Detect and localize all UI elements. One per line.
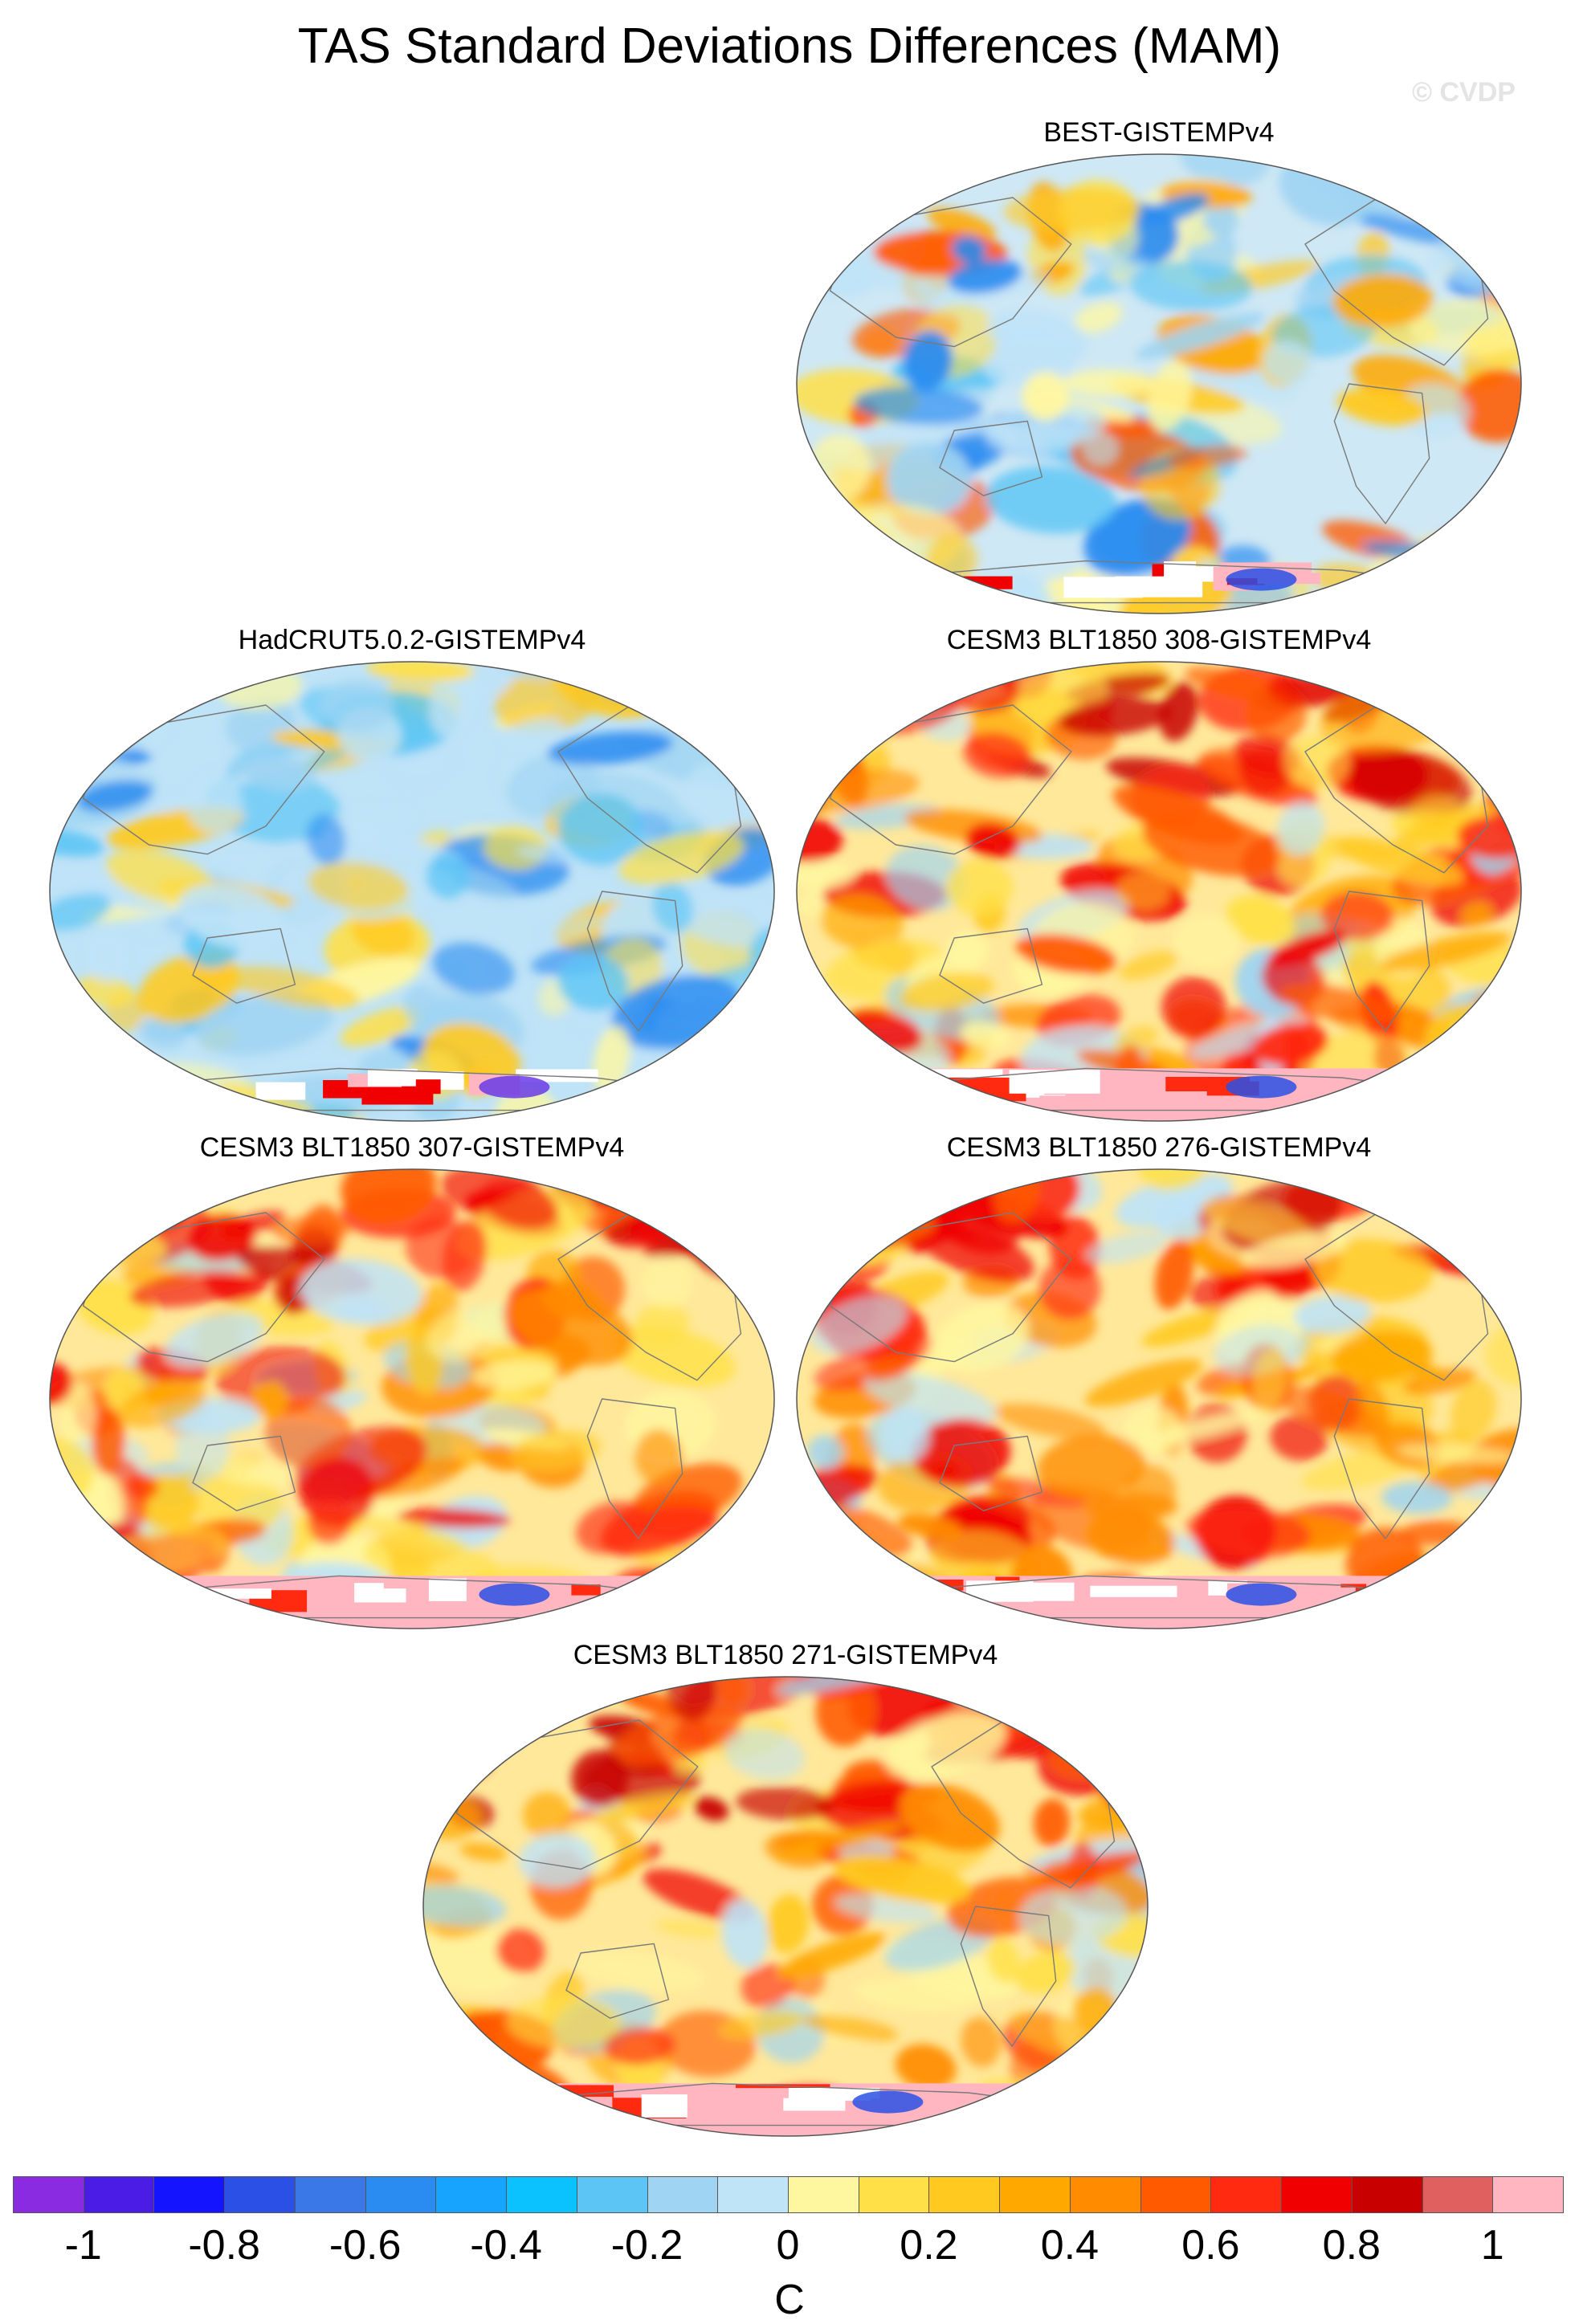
- colorbar-tick-label: -0.4: [470, 2222, 542, 2269]
- colorbar-tick-label: -0.2: [610, 2222, 683, 2269]
- map-panel-cesm3-308: CESM3 BLT1850 308-GISTEMPv4: [794, 625, 1524, 1123]
- panel-title: CESM3 BLT1850 307-GISTEMPv4: [199, 1132, 625, 1163]
- colorbar-unit: C: [774, 2277, 805, 2323]
- colorbar-swatch: [1492, 2176, 1564, 2213]
- map-panel-cesm3-271: CESM3 BLT1850 271-GISTEMPv4: [420, 1640, 1151, 2138]
- colorbar-tick-label: -0.8: [188, 2222, 260, 2269]
- colorbar-swatch: [647, 2176, 719, 2213]
- colorbar-swatch: [858, 2176, 930, 2213]
- colorbar-swatch: [928, 2176, 1001, 2213]
- colorbar-swatch: [999, 2176, 1071, 2213]
- map-panel-best: BEST-GISTEMPv4: [794, 117, 1524, 615]
- panel-title: BEST-GISTEMPv4: [1043, 117, 1275, 148]
- robinson-map: [796, 153, 1522, 614]
- cvdp-watermark: © CVDP: [1412, 77, 1516, 108]
- robinson-map: [49, 1168, 775, 1629]
- panel-title: CESM3 BLT1850 271-GISTEMPv4: [573, 1640, 998, 1670]
- robinson-map: [796, 661, 1522, 1122]
- colorbar-swatch: [435, 2176, 508, 2213]
- robinson-map: [422, 1676, 1149, 2137]
- robinson-map: [49, 661, 775, 1122]
- colorbar-swatch: [1422, 2176, 1494, 2213]
- colorbar-swatch: [576, 2176, 648, 2213]
- colorbar-tick-label: -1: [64, 2222, 102, 2269]
- colorbar-tick-label: -0.6: [328, 2222, 402, 2269]
- colorbar-swatch: [788, 2176, 859, 2213]
- panel-title: HadCRUT5.0.2-GISTEMPv4: [238, 625, 586, 655]
- panel-title: CESM3 BLT1850 308-GISTEMPv4: [946, 625, 1372, 655]
- colorbar-tick-label: 0.6: [1181, 2222, 1240, 2269]
- colorbar-swatch: [1069, 2176, 1141, 2213]
- colorbar-swatch: [13, 2176, 84, 2213]
- colorbar-tick-label: 0.2: [900, 2222, 958, 2269]
- colorbar-swatch: [153, 2176, 226, 2213]
- figure-title: TAS Standard Deviations Differences (MAM…: [297, 18, 1282, 74]
- colorbar-swatch: [1351, 2176, 1423, 2213]
- map-panel-cesm3-307: CESM3 BLT1850 307-GISTEMPv4: [47, 1132, 777, 1630]
- colorbar-swatch: [1281, 2176, 1353, 2213]
- colorbar-tick-label: 0: [776, 2222, 800, 2269]
- colorbar: [13, 2176, 1564, 2215]
- colorbar-swatch: [83, 2176, 155, 2213]
- robinson-map: [796, 1168, 1522, 1629]
- colorbar-swatch: [1210, 2176, 1283, 2213]
- colorbar-swatch: [506, 2176, 577, 2213]
- colorbar-swatch: [365, 2176, 437, 2213]
- colorbar-tick-label: 0.8: [1322, 2222, 1381, 2269]
- colorbar-swatch: [294, 2176, 366, 2213]
- map-panel-hadcrut: HadCRUT5.0.2-GISTEMPv4: [47, 625, 777, 1123]
- colorbar-tick-label: 1: [1480, 2222, 1504, 2269]
- colorbar-swatch: [1140, 2176, 1212, 2213]
- colorbar-tick-label: 0.4: [1040, 2222, 1100, 2269]
- colorbar-swatch: [717, 2176, 789, 2213]
- map-panel-cesm3-276: CESM3 BLT1850 276-GISTEMPv4: [794, 1132, 1524, 1630]
- panel-title: CESM3 BLT1850 276-GISTEMPv4: [946, 1132, 1372, 1163]
- colorbar-swatch: [224, 2176, 296, 2213]
